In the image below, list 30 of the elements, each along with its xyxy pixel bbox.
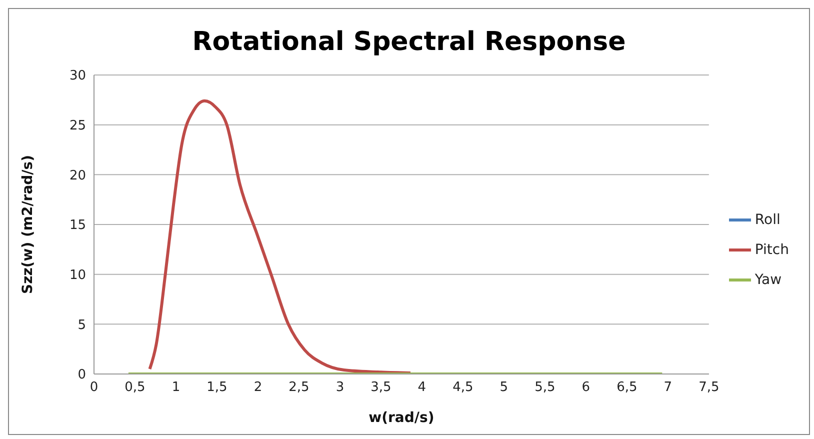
line-series xyxy=(148,99,412,374)
y-tick-label: 10 xyxy=(69,268,86,283)
y-axis-title: Szz(w) (m2/rad/s) xyxy=(20,154,36,294)
y-tick-label: 15 xyxy=(69,218,86,234)
y-tick-label: 20 xyxy=(69,168,86,184)
x-tick-label: 2 xyxy=(254,380,262,396)
x-tick-label: 7 xyxy=(664,380,672,396)
x-tick-label: 0,5 xyxy=(124,380,146,396)
x-tick-label: 2,5 xyxy=(288,380,310,396)
x-tick-label: 1 xyxy=(172,380,180,396)
y-tick-label: 0 xyxy=(78,368,86,383)
x-axis-title: w(rad/s) xyxy=(368,410,434,426)
x-tick-label: 3 xyxy=(336,380,344,396)
x-tick-label: 1,5 xyxy=(206,380,228,396)
x-tick-label: 6,5 xyxy=(616,380,638,396)
y-tick-label: 5 xyxy=(78,318,86,333)
x-tick-label: 0 xyxy=(90,380,98,396)
x-tick-label: 4,5 xyxy=(452,380,474,396)
y-tick-label: 25 xyxy=(69,118,86,134)
chart-title: Rotational Spectral Response xyxy=(191,26,627,59)
x-tick-label: 5,5 xyxy=(534,380,556,396)
legend-label: Pitch xyxy=(754,242,789,258)
x-tick-label: 6 xyxy=(582,380,590,396)
x-tick-label: 4 xyxy=(418,380,426,396)
x-tick-label: 5 xyxy=(500,380,508,396)
x-tick-label: 3,5 xyxy=(370,380,392,396)
legend-label: Roll xyxy=(754,212,780,228)
y-tick-label: 30 xyxy=(69,68,86,84)
legend-label: Yaw xyxy=(754,272,782,288)
x-tick-label: 7,5 xyxy=(698,380,720,396)
